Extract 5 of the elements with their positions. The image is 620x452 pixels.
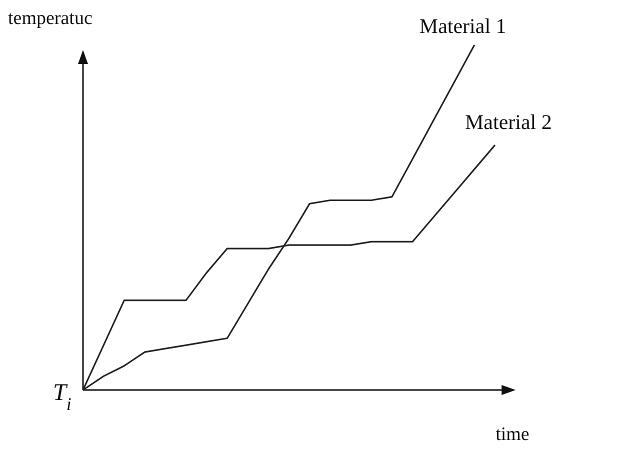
text: T$_{i}$ <box>53 380 72 414</box>
y-axis-title: temperatuc <box>8 8 92 29</box>
series-label: Material 1 <box>419 14 506 38</box>
series-label: Material 2 <box>465 110 552 134</box>
x-axis-title: time <box>496 424 530 445</box>
